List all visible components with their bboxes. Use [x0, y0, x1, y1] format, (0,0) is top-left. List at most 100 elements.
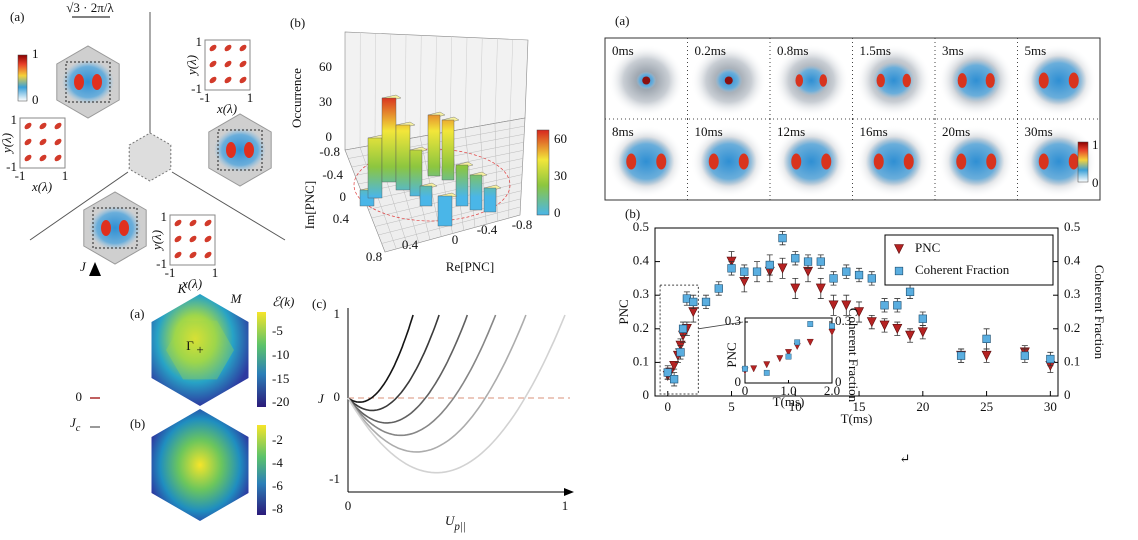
marker [905, 287, 915, 296]
time-label: 20ms [942, 124, 970, 139]
peak [738, 153, 749, 170]
peak [791, 153, 802, 170]
y-axis-label: PNC [616, 299, 631, 324]
marker [829, 274, 838, 283]
colorbar [17, 54, 28, 102]
inset-x-tick-label: 1.0 [780, 383, 796, 398]
tick-label: 1 [247, 90, 254, 105]
inset-y-tick-label: 0 [735, 374, 742, 389]
peak [873, 153, 884, 170]
tick-label: 0 [326, 129, 333, 144]
colorbar-tick: 30 [554, 168, 567, 183]
marker [785, 349, 792, 357]
band-hexagon [151, 294, 249, 406]
floor-grid [508, 120, 511, 219]
colorbar-tick: -8 [272, 501, 283, 516]
lattice-site [24, 122, 32, 130]
tick-label: 0 [345, 498, 352, 513]
marker [894, 244, 904, 255]
tick-label: 0 [334, 389, 341, 404]
tick-label: 1 [212, 265, 219, 280]
center-hexagon [128, 132, 172, 182]
marker [807, 321, 814, 327]
peak [902, 73, 911, 88]
pattern-frame [217, 129, 263, 171]
marker [829, 323, 835, 329]
lattice-site [174, 251, 182, 259]
peak [724, 76, 733, 85]
panel-label: (a) [10, 9, 24, 24]
peak [957, 73, 967, 88]
time-label: 30ms [1025, 124, 1053, 139]
x-tick-label: 25 [980, 399, 993, 414]
marker [742, 365, 748, 372]
peak [819, 74, 828, 87]
marker [750, 365, 758, 373]
plot-frame [654, 227, 1059, 397]
bar-side [455, 164, 469, 207]
lattice-site [24, 138, 32, 146]
condensate [700, 136, 757, 187]
lattice-site [39, 122, 47, 130]
y2-tick-label: 0 [1064, 387, 1071, 402]
marker [776, 355, 784, 363]
time-label: 10ms [695, 124, 723, 139]
time-label: 0ms [612, 43, 634, 58]
marker [880, 301, 889, 310]
peak [956, 153, 967, 170]
marker [678, 324, 688, 333]
lattice-site [239, 60, 247, 68]
bar-side [427, 114, 441, 177]
lattice-site [189, 219, 197, 227]
x-axis-label-main: U [445, 513, 456, 528]
lattice-site [204, 219, 212, 227]
marker [689, 297, 698, 307]
inset-y-label: PNC [724, 342, 739, 367]
lattice-site [209, 60, 217, 68]
marker [815, 283, 826, 294]
time-label: 5ms [1025, 43, 1047, 58]
axis-label: x(λ) [181, 276, 202, 291]
marker [841, 300, 852, 311]
band-hexagon [151, 409, 249, 521]
marker [828, 300, 839, 311]
y-tick-label: 0 [643, 387, 650, 402]
axis-arrow [564, 488, 574, 496]
y-tick-label: 0.1 [633, 353, 649, 368]
x-tick-label: 0 [665, 399, 672, 414]
pattern-frame [92, 207, 138, 249]
peak [821, 153, 832, 170]
pattern-peak [92, 74, 102, 90]
tick-label: -1 [156, 256, 167, 271]
inset-y2-label: Coherent Fraction [846, 308, 861, 403]
zoom-arrow [698, 321, 744, 330]
condensate [872, 61, 915, 100]
peak [876, 73, 885, 88]
x-tick-label: 5 [728, 399, 735, 414]
scale-label: √3 · 2π/λ [66, 0, 114, 15]
colorbar-tick: 60 [554, 131, 567, 146]
condensate [618, 136, 675, 187]
colorbar-tick: 1 [32, 46, 39, 61]
colorbar-title: ℰ(k) [272, 294, 294, 309]
x-tick-label: 10 [789, 399, 802, 414]
y2-axis-label: Coherent Fraction [1092, 265, 1107, 360]
panel-label: (c) [312, 296, 326, 311]
inset-x-label: T(ms) [773, 394, 805, 409]
colorbar [536, 129, 550, 216]
wall-grid [509, 39, 513, 121]
inset-x-tick-label: 0 [742, 383, 749, 398]
curve [347, 314, 497, 437]
tick-label: 1 [196, 34, 203, 49]
peak [1038, 72, 1049, 89]
time-label: 1.5ms [860, 43, 891, 58]
condensate [951, 58, 1001, 103]
zoom-box [659, 284, 699, 395]
marker [752, 267, 762, 276]
marker [778, 233, 787, 243]
tick-label: -1 [329, 471, 340, 486]
wall-grid [419, 35, 422, 137]
panel-label: (b) [130, 416, 145, 431]
marker [727, 264, 736, 273]
divider [29, 171, 129, 241]
